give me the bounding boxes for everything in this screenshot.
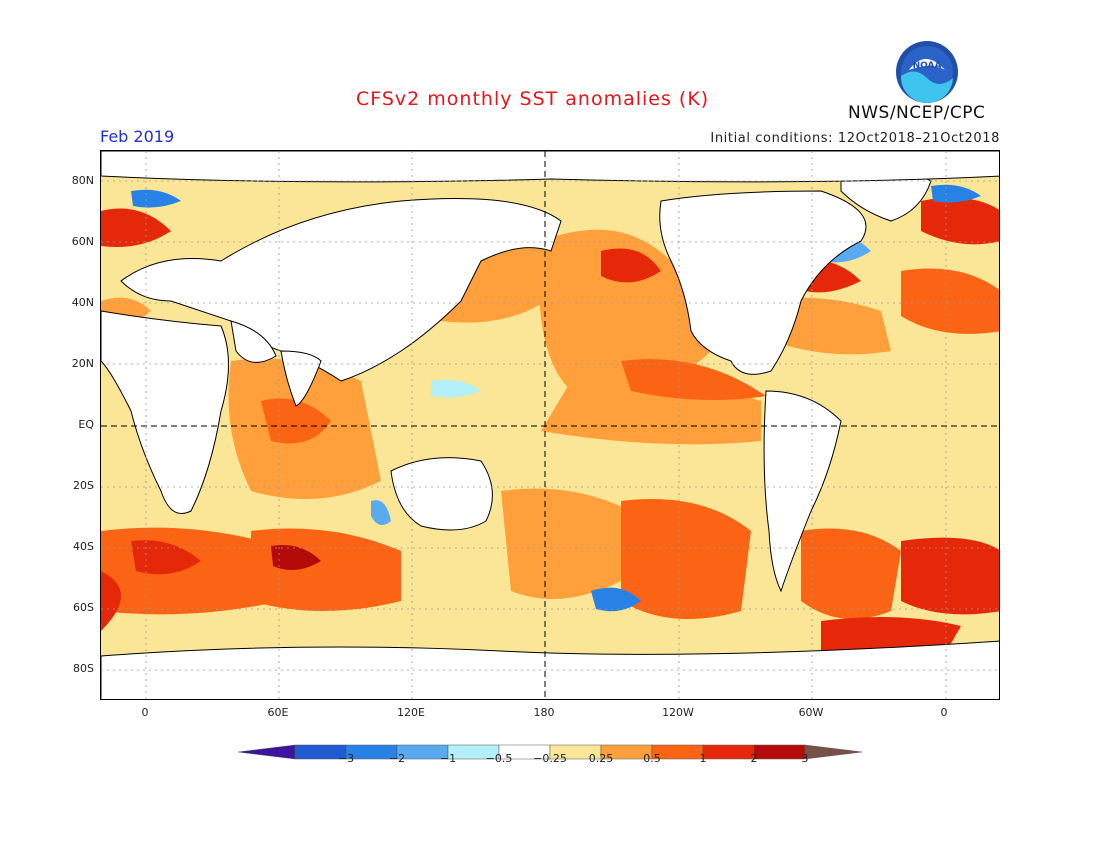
colorbar-tick-label: −0.5 (485, 752, 513, 765)
lon-label: 180 (533, 706, 555, 719)
colorbar-tick-label: −0.25 (533, 752, 567, 765)
colorbar-low-arrow (238, 744, 296, 760)
colorbar-tick-label: 0.5 (643, 752, 661, 765)
colorbar (238, 744, 862, 760)
warm-anomalies (101, 197, 999, 663)
colorbar-tick-label: −3 (337, 752, 355, 765)
lon-label: 60W (798, 706, 824, 719)
lat-label: 80S (73, 662, 94, 675)
colorbar-tick-label: 3 (801, 752, 809, 765)
lon-label: 60E (267, 706, 289, 719)
map-title: CFSv2 monthly SST anomalies (K) (356, 88, 710, 110)
lat-label: 20S (73, 479, 94, 492)
colorbar-high-arrow (804, 744, 862, 760)
colorbar-tick-label: −1 (439, 752, 457, 765)
lon-label: 120E (397, 706, 425, 719)
colorbar-cells (294, 744, 806, 760)
lon-label: 120W (662, 706, 694, 719)
lat-label: EQ (78, 418, 94, 431)
lat-label: 60S (73, 601, 94, 614)
map-svg (101, 151, 999, 699)
colorbar-tick-label: 1 (699, 752, 707, 765)
forecast-month: Feb 2019 (100, 127, 175, 146)
colorbar-tick-label: 0.25 (588, 752, 614, 765)
lat-label: 20N (71, 357, 94, 370)
lon-label: 0 (141, 706, 149, 719)
lat-label: 60N (71, 235, 94, 248)
agency-label: NWS/NCEP/CPC (848, 103, 986, 123)
lon-label: 0 (940, 706, 948, 719)
colorbar-tick-label: −2 (388, 752, 406, 765)
initial-conditions: Initial conditions: 12Oct2018–21Oct2018 (710, 131, 1000, 146)
lat-label: 80N (71, 174, 94, 187)
noaa-logo-icon: NOAA (896, 41, 958, 104)
sst-anomaly-map (100, 150, 1000, 700)
graticule (101, 151, 999, 699)
lat-label: 40S (73, 540, 94, 553)
land-masses (101, 151, 999, 699)
lat-label: 40N (71, 296, 94, 309)
colorbar-tick-label: 2 (750, 752, 758, 765)
logo-text: NOAA (913, 61, 942, 71)
